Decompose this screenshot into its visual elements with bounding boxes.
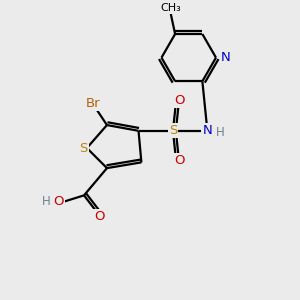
Text: H: H bbox=[216, 126, 225, 139]
Text: N: N bbox=[202, 124, 212, 137]
Text: Br: Br bbox=[85, 97, 100, 110]
Text: S: S bbox=[79, 142, 88, 154]
Text: CH₃: CH₃ bbox=[160, 3, 181, 14]
Text: S: S bbox=[169, 124, 177, 137]
Text: O: O bbox=[174, 154, 184, 167]
Text: H: H bbox=[42, 195, 50, 208]
Text: O: O bbox=[53, 195, 64, 208]
Text: O: O bbox=[174, 94, 184, 107]
Text: O: O bbox=[94, 210, 105, 224]
Text: N: N bbox=[221, 51, 231, 64]
